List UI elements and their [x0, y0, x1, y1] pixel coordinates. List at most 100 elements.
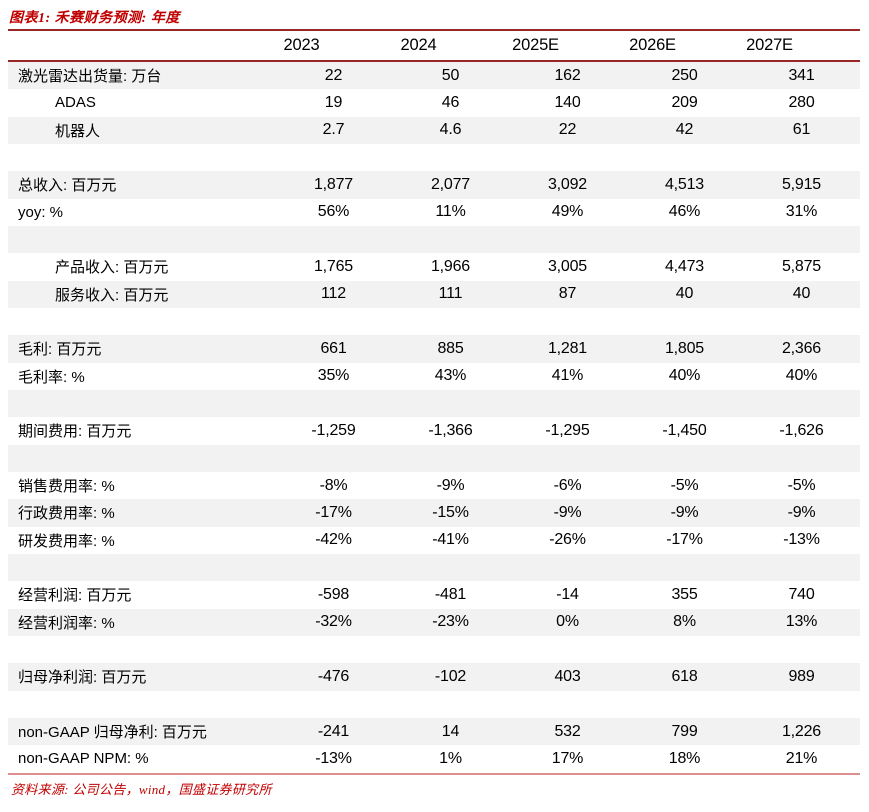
- cell: -102: [434, 667, 467, 685]
- cell: 11%: [435, 203, 466, 221]
- cell: 1,966: [430, 257, 471, 275]
- cell: -241: [317, 722, 350, 740]
- source-note: 资料来源: 公司公告，wind，国盛证券研究所: [11, 782, 272, 797]
- cell: 2,077: [430, 175, 471, 193]
- cell: 403: [554, 667, 581, 685]
- cell: 1%: [439, 749, 462, 767]
- cell: 22: [558, 121, 577, 139]
- spacer-row: [8, 444, 860, 472]
- row-label: 毛利率: %: [18, 368, 85, 386]
- cell: -1,626: [779, 421, 824, 439]
- cell: -598: [317, 585, 350, 603]
- cell: 1,226: [781, 722, 822, 740]
- row-label: 激光雷达出货量: 万台: [18, 68, 162, 86]
- spacer-row: [8, 144, 860, 171]
- table-row: 研发费用率: % -42% -41% -26% -17% -13%: [8, 527, 860, 554]
- row-label: non-GAAP NPM: %: [18, 750, 149, 768]
- cell: 50: [441, 66, 460, 84]
- cell: -1,366: [428, 421, 473, 439]
- table-row: 经营利润率: % -32% -23% 0% 8% 13%: [8, 608, 860, 636]
- cell: 56%: [317, 203, 350, 221]
- cell: 40%: [668, 367, 701, 385]
- cell: 41%: [551, 367, 584, 385]
- column-header: 2026E: [629, 36, 676, 54]
- cell: -5%: [670, 476, 699, 494]
- cell: -9%: [553, 503, 582, 521]
- cell: 87: [558, 285, 577, 303]
- cell: -42%: [315, 531, 352, 549]
- cell: 280: [788, 93, 815, 111]
- cell: -9%: [787, 503, 816, 521]
- financial-forecast-table: 2023 2024 2025E 2026E 2027E 激光雷达出货量: 万台 22 50 1…: [8, 29, 860, 775]
- table-header-row: 2023 2024 2025E 2026E 2027E: [8, 31, 860, 62]
- cell: 111: [438, 285, 463, 303]
- cell: -17%: [315, 503, 352, 521]
- cell: 49%: [551, 203, 584, 221]
- cell: 40: [792, 285, 811, 303]
- row-label: ADAS: [55, 94, 96, 112]
- table-row: non-GAAP NPM: % -13% 1% 17% 18% 21%: [8, 745, 860, 772]
- cell: -476: [317, 667, 350, 685]
- table-row: 机器人 2.7 4.6 22 42 61: [8, 116, 860, 144]
- cell: 4,513: [664, 175, 705, 193]
- table-row: 服务收入: 百万元 112 111 87 40 40: [8, 280, 860, 308]
- cell: 43%: [434, 367, 467, 385]
- cell: -9%: [436, 476, 465, 494]
- table-row: non-GAAP 归母净利: 百万元 -241 14 532 799 1,226: [8, 717, 860, 746]
- cell: -13%: [783, 531, 820, 549]
- column-header: 2023: [283, 36, 320, 54]
- column-header: 2024: [400, 36, 437, 54]
- cell: 799: [671, 722, 698, 740]
- figure-title: 图表1: 禾赛财务预测: 年度: [9, 11, 180, 26]
- table-row: yoy: % 56% 11% 49% 46% 31%: [8, 199, 860, 226]
- table-row: 行政费用率: % -17% -15% -9% -9% -9%: [8, 499, 860, 527]
- cell: 989: [788, 667, 815, 685]
- cell: -5%: [787, 476, 816, 494]
- column-header: 2027E: [746, 36, 793, 54]
- cell: 1,805: [664, 339, 705, 357]
- row-label: 经营利润: 百万元: [18, 587, 132, 605]
- cell: -15%: [432, 503, 469, 521]
- cell: 355: [671, 585, 698, 603]
- cell: 46: [441, 93, 460, 111]
- row-label: 研发费用率: %: [18, 532, 115, 550]
- spacer-row: [8, 308, 860, 335]
- table-row: 总收入: 百万元 1,877 2,077 3,092 4,513 5,915: [8, 171, 860, 199]
- row-label: 毛利: 百万元: [18, 341, 102, 359]
- cell: -14: [556, 585, 579, 603]
- cell: 17%: [551, 749, 584, 767]
- cell: 4.6: [439, 121, 462, 139]
- row-label: 经营利润率: %: [18, 614, 115, 632]
- table-row: 产品收入: 百万元 1,765 1,966 3,005 4,473 5,875: [8, 253, 860, 280]
- cell: 14: [441, 722, 460, 740]
- cell: 13%: [785, 613, 818, 631]
- cell: 661: [320, 339, 347, 357]
- cell: 61: [792, 121, 811, 139]
- cell: 0%: [556, 613, 579, 631]
- cell: 3,092: [547, 175, 588, 193]
- cell: 1,765: [313, 257, 354, 275]
- cell: 3,005: [547, 257, 588, 275]
- cell: 5,875: [781, 257, 822, 275]
- table-row: 毛利率: % 35% 43% 41% 40% 40%: [8, 363, 860, 390]
- cell: 209: [671, 93, 698, 111]
- table-row: ADAS 19 46 140 209 280: [8, 89, 860, 116]
- cell: -17%: [666, 531, 703, 549]
- cell: 42: [675, 121, 694, 139]
- cell: 8%: [673, 613, 696, 631]
- cell: -1,295: [545, 421, 590, 439]
- cell: -23%: [432, 613, 469, 631]
- table-row: 经营利润: 百万元 -598 -481 -14 355 740: [8, 581, 860, 608]
- table-body: 激光雷达出货量: 万台 22 50 162 250 341 ADAS 19 46 140 209 28…: [8, 62, 860, 773]
- cell: 341: [788, 66, 815, 84]
- column-header: 2025E: [512, 36, 559, 54]
- row-label: 行政费用率: %: [18, 505, 115, 523]
- cell: 250: [671, 66, 698, 84]
- cell: 19: [324, 93, 343, 111]
- cell: -9%: [670, 503, 699, 521]
- cell: 618: [671, 667, 698, 685]
- spacer-row: [8, 225, 860, 254]
- cell: 40: [675, 285, 694, 303]
- cell: -13%: [315, 749, 352, 767]
